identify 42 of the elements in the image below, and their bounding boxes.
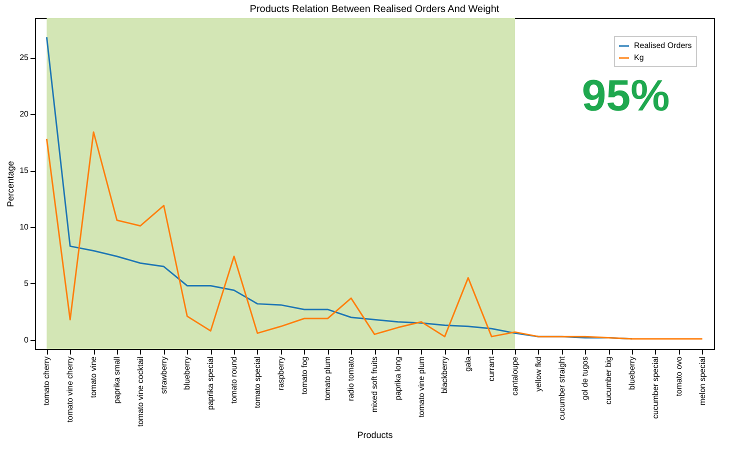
y-tick-label: 10 (20, 222, 30, 232)
x-tick-label: gala (464, 356, 473, 372)
x-axis-title: Products (357, 430, 394, 440)
y-axis-title: Percentage (6, 160, 16, 208)
x-tick-label: tomato cherry (42, 356, 52, 406)
x-tick-label: yellow fkd (534, 356, 543, 392)
x-tick-label: radio tomato (346, 356, 356, 401)
x-tick-label: blackberry (440, 356, 450, 394)
legend-label: Kg (634, 53, 644, 62)
x-tick-label: tomato fog (300, 356, 309, 394)
x-tick-label: strawberry (159, 356, 168, 394)
x-tick-label: currant (487, 356, 496, 382)
x-tick-label: tomato plum (323, 356, 332, 401)
x-tick-label: paprika long (393, 356, 402, 400)
x-tick-label: tomato round (230, 356, 239, 404)
y-tick-label: 25 (20, 53, 30, 62)
y-tick-label: 5 (24, 278, 30, 288)
x-tick-label: melon special (698, 356, 707, 406)
x-tick-label: blueberry (182, 356, 192, 390)
x-tick-label: paprika small (112, 356, 122, 404)
x-tick-label: blueberry (628, 356, 637, 390)
x-tick-label: mixed soft fruits (370, 356, 379, 413)
x-tick-label: tomato special (252, 356, 262, 408)
x-tick-label: tomato vine (89, 356, 98, 398)
x-tick-label: cantaloupe (510, 356, 520, 396)
x-tick-label: cucumber straight (557, 356, 566, 420)
annotation: 95% (582, 71, 670, 120)
line-series (46, 131, 704, 340)
y-tick-label: 15 (20, 166, 30, 176)
x-tick-label: paprika special (206, 356, 216, 410)
y-tick-label: 0 (24, 335, 30, 344)
x-tick-label: tomato ovo (674, 356, 684, 396)
legend-label: Realised Orders (634, 41, 692, 50)
x-tick-label: raspberry (276, 356, 286, 390)
chart-title: Products Relation Between Realised Orders And Weight (250, 4, 500, 15)
x-tick-label: tomato vine cherry (66, 356, 75, 422)
y-tick-label: 20 (20, 110, 30, 119)
x-tick-label: tomato vine cocktail (136, 356, 145, 427)
x-tick-label: gol de tugos (580, 356, 590, 400)
x-tick-label: cucumber special (650, 356, 660, 419)
x-tick-label: tomato vine plum (416, 356, 426, 418)
x-tick-label: cucumber big (604, 356, 614, 405)
